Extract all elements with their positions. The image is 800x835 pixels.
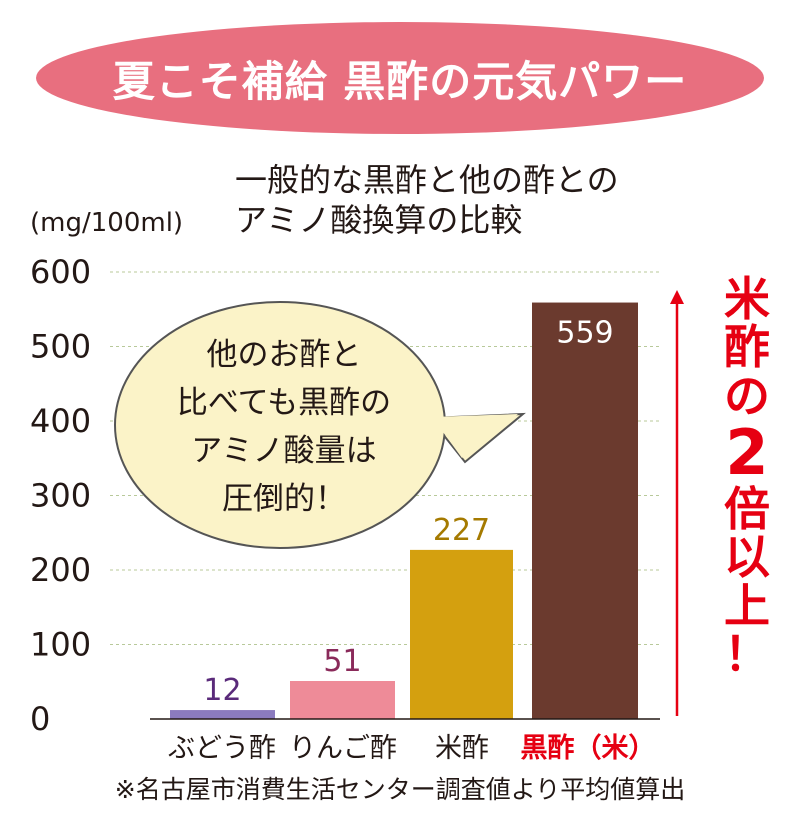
title-banner: 夏こそ補給 黒酢の元気パワー — [36, 22, 764, 134]
y-tick-label: 600 — [30, 253, 91, 291]
category-label: ぶどう酢 — [168, 733, 276, 764]
y-tick-label: 200 — [30, 551, 91, 589]
callout-char: 倍 — [724, 481, 770, 536]
data-label: 559 — [556, 316, 613, 351]
y-tick-label: 0 — [30, 700, 50, 738]
callout-char: 上 — [724, 578, 770, 633]
callout-char: 米 — [724, 272, 770, 326]
callout-char: 2 — [725, 415, 769, 489]
speech-bubble-line: 他のお酢と — [207, 337, 362, 373]
y-tick-label: 300 — [30, 477, 91, 515]
y-tick-label: 400 — [30, 402, 91, 440]
bar — [170, 710, 275, 719]
comparison-callout: 米酢の 2 倍以上！ — [717, 275, 777, 678]
y-tick-label: 500 — [30, 328, 91, 366]
category-label: りんご酢 — [289, 733, 397, 764]
speech-bubble-line: 圧倒的！ — [222, 481, 346, 517]
callout-char: の — [724, 368, 770, 423]
chart-subtitle: 一般的な黒酢と他の酢との アミノ酸換算の比較 — [235, 161, 619, 239]
speech-bubble-tail-fill — [432, 414, 518, 458]
bar — [532, 302, 638, 719]
data-label: 12 — [203, 673, 241, 708]
callout-char: 以 — [724, 530, 770, 585]
footnote: ※名古屋市消費生活センター調査値より平均値算出 — [114, 775, 686, 804]
bar — [290, 681, 395, 719]
speech-bubble-line: 比べても黒酢の — [177, 385, 391, 421]
data-label: 51 — [323, 644, 361, 679]
arrow-head-icon — [670, 290, 684, 304]
category-label: 米酢 — [435, 733, 489, 764]
callout-char: 酢 — [724, 320, 770, 375]
category-label: 黒酢（米） — [521, 733, 656, 764]
data-label: 227 — [433, 513, 490, 548]
callout-char: ！ — [724, 626, 770, 681]
speech-bubble-line: アミノ酸量は — [191, 433, 376, 469]
y-axis-unit: (mg/100ml) — [30, 208, 184, 238]
bar — [410, 549, 513, 719]
banner-title: 夏こそ補給 黒酢の元気パワー — [112, 56, 688, 106]
y-tick-label: 100 — [30, 626, 91, 664]
